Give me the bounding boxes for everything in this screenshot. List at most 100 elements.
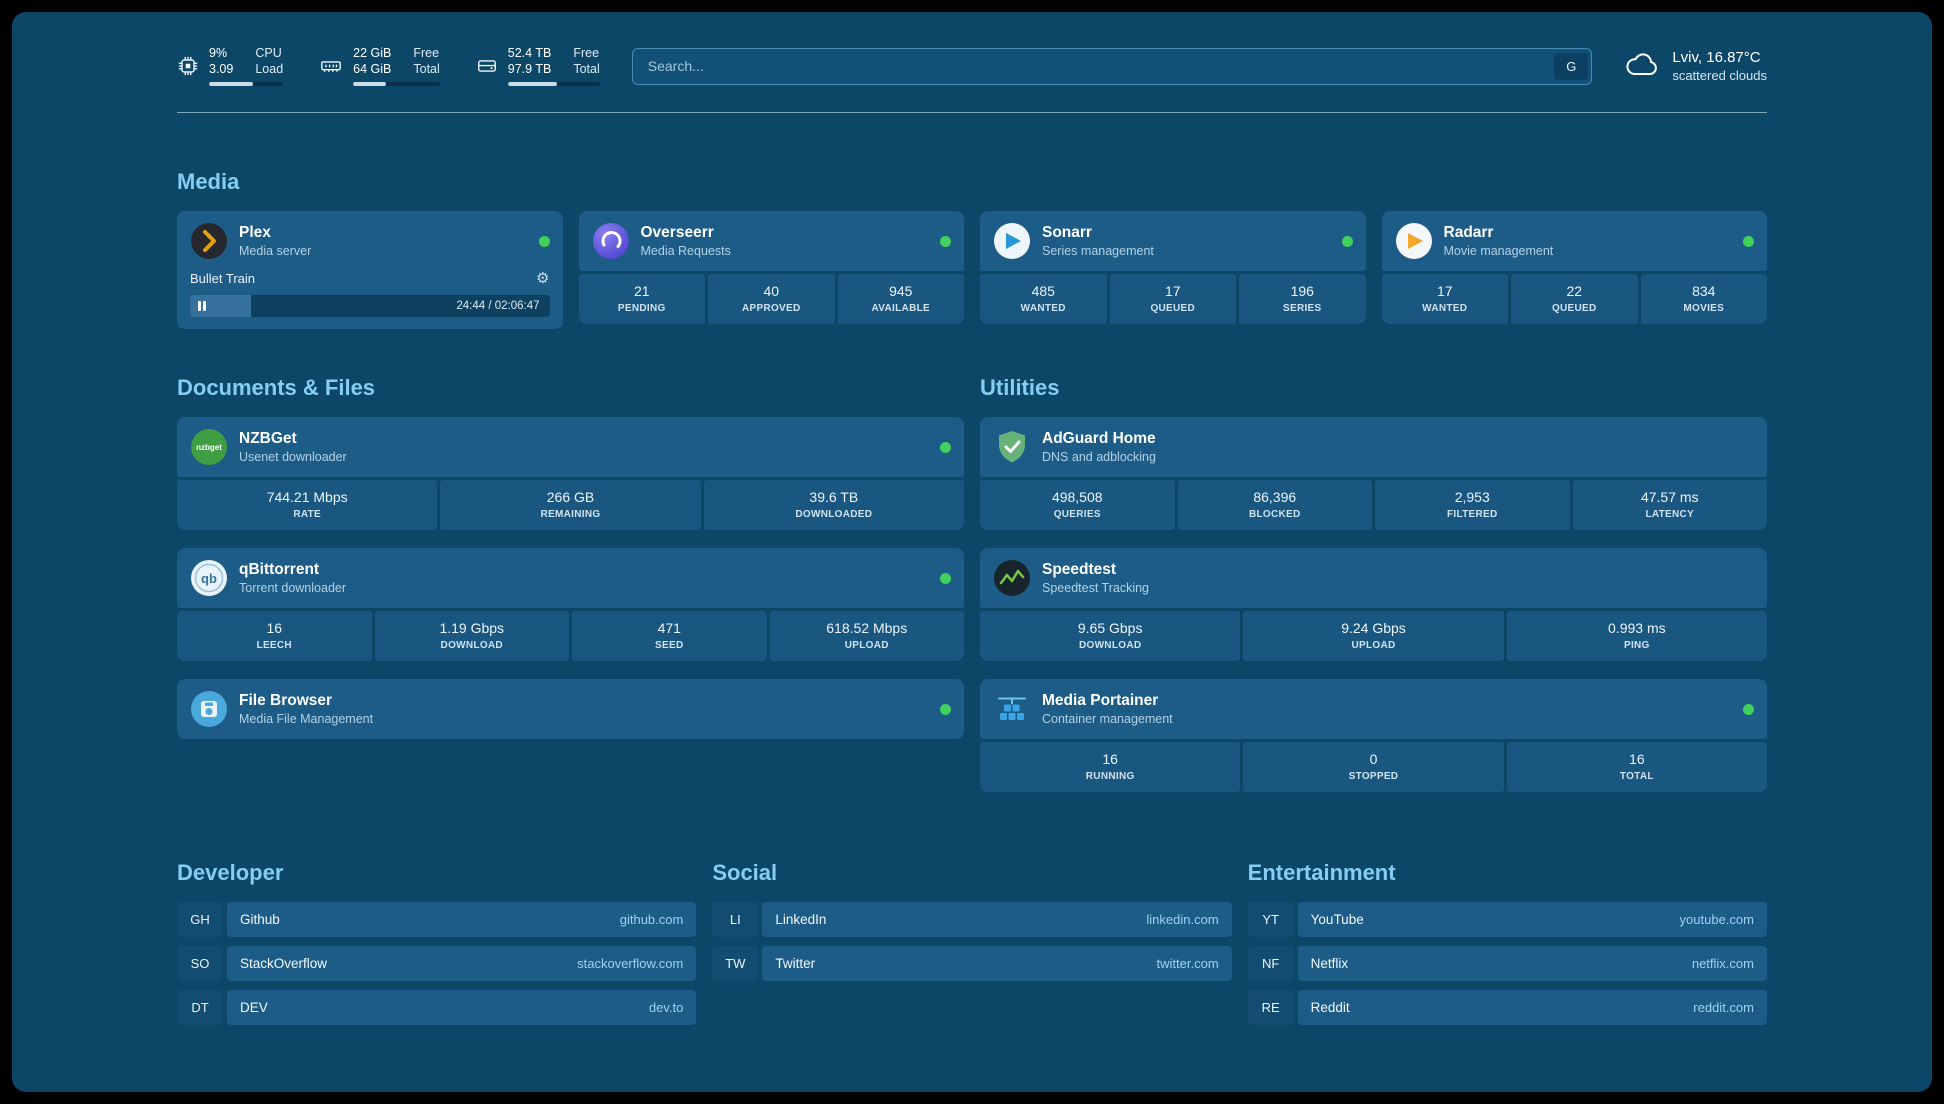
service-card-plex[interactable]: Plex Media server Bullet Train ⚙ 24:44 /…: [177, 211, 563, 329]
ram-progress-bar: [353, 82, 440, 86]
section-documents: Documents & Files nzbget NZBGet Usenet d…: [177, 375, 964, 810]
service-card-sonarr[interactable]: Sonarr Series management 485 WANTED 17 Q…: [980, 211, 1366, 329]
stat-pending: 21 PENDING: [578, 274, 705, 324]
service-subtitle: Media File Management: [239, 712, 374, 726]
stat-blocked: 86,396 BLOCKED: [1177, 480, 1372, 530]
bookmark-name: Github: [240, 912, 280, 927]
service-subtitle: Media Requests: [640, 244, 731, 258]
status-dot: [940, 235, 951, 247]
playback-progress-bar[interactable]: 24:44 / 02:06:47: [190, 295, 550, 317]
stat-seed: 471 SEED: [572, 611, 767, 661]
service-card-nzbget[interactable]: nzbget NZBGet Usenet downloader 744.21 M…: [177, 417, 964, 530]
service-subtitle: Series management: [1042, 244, 1154, 258]
playback-progress-fill: [190, 295, 252, 317]
disk-progress-bar: [507, 82, 600, 86]
service-name: Sonarr: [1042, 224, 1092, 241]
status-dot: [940, 441, 951, 453]
top-bar: 9% 3.09 CPU Load: [177, 12, 1767, 86]
now-playing-title: Bullet Train: [190, 271, 256, 286]
stat-queued: 22 QUEUED: [1511, 274, 1638, 324]
disk-free-label: Free: [573, 46, 600, 60]
service-subtitle: Usenet downloader: [239, 450, 347, 464]
stat-ping: 0.993 ms PING: [1506, 611, 1767, 661]
stat-queued: 17 QUEUED: [1109, 274, 1236, 324]
service-card-speedtest[interactable]: Speedtest Speedtest Tracking 9.65 Gbps D…: [980, 548, 1767, 661]
stat-available: 945 AVAILABLE: [837, 274, 964, 324]
stat-upload: 618.52 Mbps UPLOAD: [769, 611, 964, 661]
bookmark-linkedin[interactable]: LI LinkedIn linkedin.com: [712, 902, 1232, 937]
stat-download: 1.19 Gbps DOWNLOAD: [374, 611, 569, 661]
bookmarks-section: Developer GH Github github.com SO StackO…: [177, 860, 1767, 1034]
dashboard-window: 9% 3.09 CPU Load: [12, 12, 1932, 1092]
portainer-icon: [993, 690, 1031, 728]
status-dot: [940, 703, 951, 715]
service-subtitle: Speedtest Tracking: [1042, 581, 1150, 595]
weather-location: Lviv, 16.87°C: [1672, 49, 1761, 66]
stat-upload: 9.24 Gbps UPLOAD: [1243, 611, 1504, 661]
stat-movies: 834 MOVIES: [1640, 274, 1767, 324]
stat-downloaded: 39.6 TB DOWNLOADED: [703, 480, 964, 530]
bookmark-youtube[interactable]: YT YouTube youtube.com: [1247, 902, 1767, 937]
search-input[interactable]: [635, 58, 1555, 74]
bookmark-url: dev.to: [648, 1000, 684, 1015]
stat-queries: 498,508 QUERIES: [980, 480, 1175, 530]
bookmark-name: YouTube: [1310, 912, 1364, 927]
stat-rate: 744.21 Mbps RATE: [177, 480, 438, 530]
bookmark-abbr: DT: [177, 990, 223, 1025]
service-card-qbittorrent[interactable]: qb qBittorrent Torrent downloader 16 LEE…: [177, 548, 964, 661]
section-title-media: Media: [177, 169, 240, 194]
bookmark-abbr: TW: [712, 946, 759, 981]
speedtest-icon: [993, 559, 1031, 597]
search-bar[interactable]: G: [631, 47, 1593, 85]
radarr-icon: [1395, 222, 1433, 260]
svg-text:nzbget: nzbget: [196, 443, 222, 452]
bookmark-abbr: LI: [712, 902, 759, 937]
cpu-progress-bar: [209, 82, 284, 86]
sonarr-icon: [993, 222, 1031, 260]
bookmark-url: stackoverflow.com: [577, 956, 684, 971]
stat-wanted: 17 WANTED: [1381, 274, 1508, 324]
plex-icon: [190, 222, 228, 260]
service-card-filebrowser[interactable]: File Browser Media File Management: [177, 679, 964, 739]
stat-remaining: 266 GB REMAINING: [440, 480, 701, 530]
stat-latency: 47.57 ms LATENCY: [1572, 480, 1767, 530]
disk-total-label: Total: [573, 62, 600, 76]
bookmark-url: youtube.com: [1679, 912, 1754, 927]
bookmark-group-title: Social: [712, 860, 778, 885]
service-card-radarr[interactable]: Radarr Movie management 17 WANTED 22 QUE…: [1381, 211, 1767, 329]
status-dot: [1743, 703, 1754, 715]
svg-text:qb: qb: [201, 571, 217, 586]
cloud-icon: [1624, 52, 1660, 80]
bookmark-name: LinkedIn: [775, 912, 827, 927]
ram-free: 22 GiB: [353, 46, 392, 60]
service-card-overseerr[interactable]: Overseerr Media Requests 21 PENDING 40 A…: [578, 211, 964, 329]
bookmark-twitter[interactable]: TW Twitter twitter.com: [712, 946, 1232, 981]
cpu-icon: [177, 55, 199, 77]
service-subtitle: Container management: [1042, 712, 1173, 726]
bookmark-netflix[interactable]: NF Netflix netflix.com: [1247, 946, 1767, 981]
bookmark-abbr: YT: [1247, 902, 1294, 937]
bookmark-stackoverflow[interactable]: SO StackOverflow stackoverflow.com: [177, 946, 697, 981]
service-card-portainer[interactable]: Media Portainer Container management 16 …: [980, 679, 1767, 792]
system-stats: 9% 3.09 CPU Load: [177, 46, 600, 86]
bookmark-name: Netflix: [1310, 956, 1349, 971]
bookmark-url: netflix.com: [1691, 956, 1754, 971]
bookmark-url: github.com: [619, 912, 684, 927]
pause-icon[interactable]: [198, 301, 206, 311]
service-name: Media Portainer: [1042, 692, 1159, 709]
bookmark-group-social: Social LI LinkedIn linkedin.com TW Twitt…: [712, 860, 1232, 1034]
service-name: Plex: [239, 224, 271, 241]
ram-widget: 22 GiB 64 GiB Free Total: [319, 46, 440, 86]
bookmark-github[interactable]: GH Github github.com: [177, 902, 697, 937]
filebrowser-icon: [190, 690, 228, 728]
status-dot: [940, 572, 951, 584]
search-engine-button[interactable]: G: [1554, 52, 1589, 80]
bookmark-reddit[interactable]: RE Reddit reddit.com: [1247, 990, 1767, 1025]
bookmark-abbr: GH: [177, 902, 223, 937]
bookmark-dev[interactable]: DT DEV dev.to: [177, 990, 697, 1025]
section-utilities: Utilities AdGuard Home DNS and adblockin…: [980, 375, 1767, 810]
bookmark-abbr: NF: [1247, 946, 1294, 981]
gear-icon[interactable]: ⚙: [536, 270, 550, 287]
cpu-usage: 9%: [209, 46, 228, 60]
service-card-adguard[interactable]: AdGuard Home DNS and adblocking 498,508 …: [980, 417, 1767, 530]
